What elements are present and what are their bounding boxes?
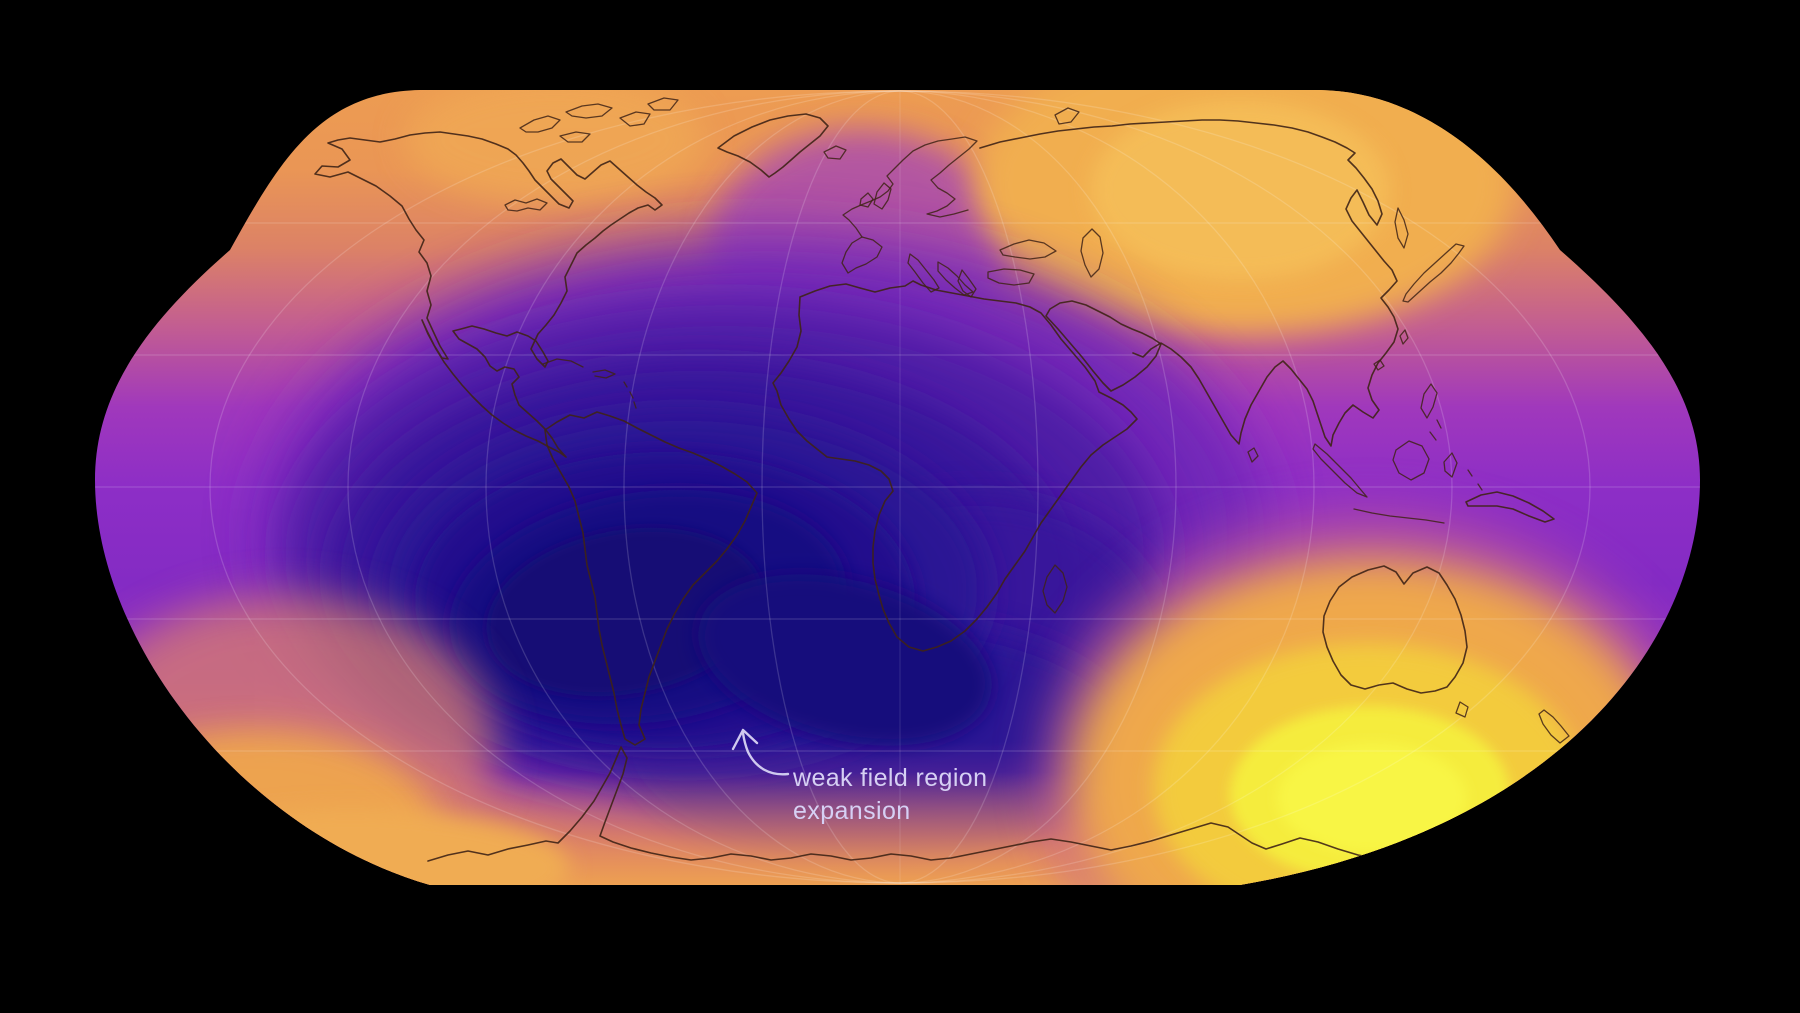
coastline-philippines bbox=[1420, 383, 1442, 441]
graticule-meridian bbox=[623, 90, 1177, 884]
coastline-anatolia bbox=[987, 268, 1035, 286]
coastline-novaya-zemlya bbox=[1054, 107, 1080, 125]
graticule-meridian bbox=[209, 90, 1591, 884]
graticule bbox=[95, 90, 1700, 884]
graticule-meridian bbox=[485, 90, 1315, 884]
coastline-balkans-greece bbox=[937, 261, 977, 298]
coastline-australia bbox=[1322, 565, 1468, 694]
coastline-arabia bbox=[1045, 300, 1162, 392]
coastline-iberia bbox=[841, 236, 883, 274]
siberia-amber-bright-blob bbox=[1090, 100, 1390, 280]
graticule-meridian bbox=[347, 90, 1453, 884]
coastline-south-america bbox=[544, 411, 758, 746]
strong-field-hot-center bbox=[1277, 743, 1467, 853]
annotation-line-2: expansion bbox=[793, 797, 911, 825]
coastline-taiwan-hainan-srilanka bbox=[1247, 329, 1409, 463]
coastline-new-guinea bbox=[1465, 491, 1555, 523]
coastline-north-america bbox=[314, 131, 663, 458]
coastlines bbox=[314, 97, 1570, 863]
coastline-asia bbox=[979, 119, 1399, 447]
annotation-line-1: weak field region bbox=[792, 764, 987, 792]
weak-field-second-lobe bbox=[698, 574, 992, 746]
annotation-arrow-icon bbox=[731, 728, 790, 776]
coastline-madagascar bbox=[1042, 564, 1068, 614]
coastline-greenland bbox=[717, 113, 829, 178]
coastline-caspian-sea bbox=[1080, 228, 1104, 278]
coastline-africa bbox=[772, 280, 1138, 652]
annotation-weak-field: weak field region expansion bbox=[731, 728, 987, 825]
coastline-british-isles bbox=[859, 182, 892, 210]
weak-field-core-blob bbox=[486, 527, 764, 697]
coastline-iceland bbox=[823, 145, 847, 160]
coastline-sakhalin-japan bbox=[1394, 207, 1465, 303]
coastline-caribbean bbox=[542, 358, 637, 409]
coastline-antarctica bbox=[427, 746, 1415, 863]
north-canada-amber-blob bbox=[405, 90, 705, 205]
coastline-italy bbox=[907, 253, 940, 293]
coastline-tasmania-new-zealand bbox=[1455, 701, 1570, 744]
graticule-meridian bbox=[761, 90, 1039, 884]
coastline-great-lakes bbox=[504, 198, 548, 212]
coastline-europe-north bbox=[842, 136, 978, 238]
coastline-arctic-islands bbox=[519, 97, 679, 143]
coastline-black-sea bbox=[999, 239, 1057, 260]
coastline-indonesia bbox=[1312, 440, 1483, 524]
